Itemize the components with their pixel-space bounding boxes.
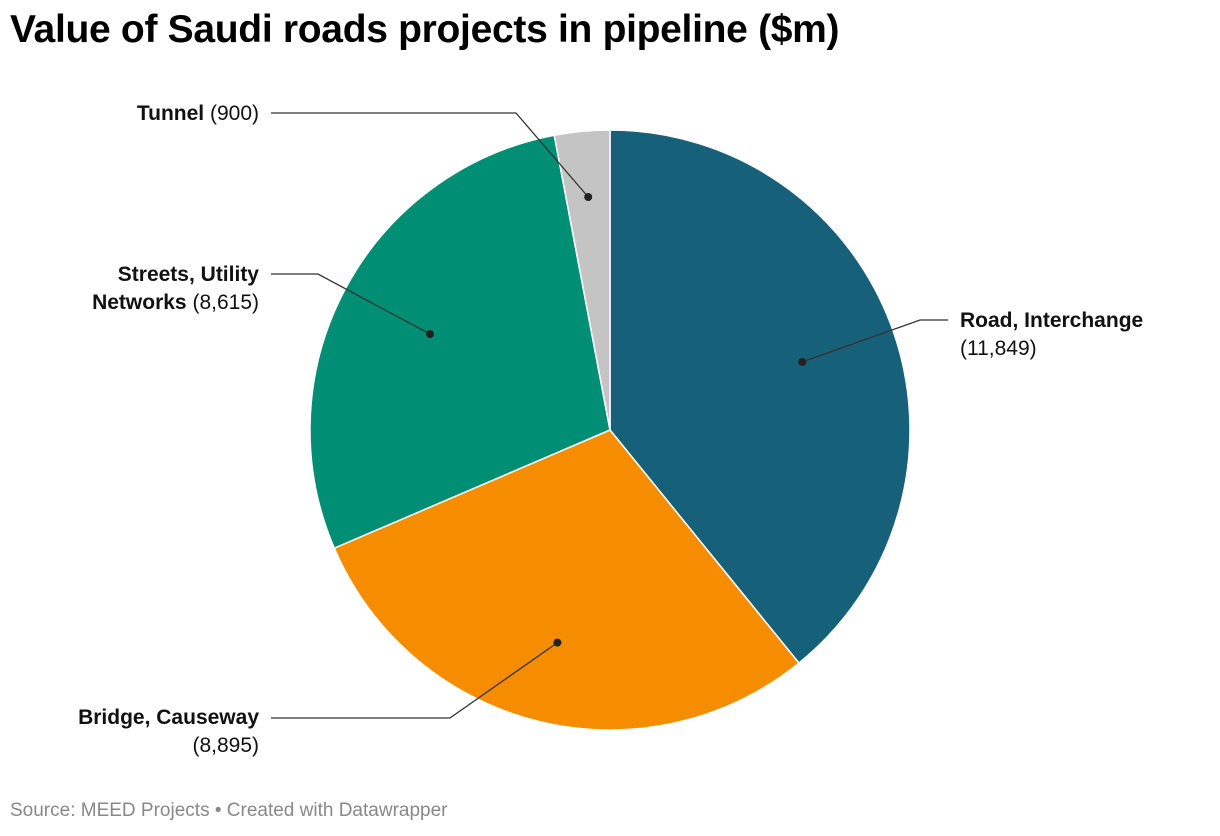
chart-title: Value of Saudi roads projects in pipelin…	[10, 8, 840, 51]
slice-bridge-causeway-leader-dot	[553, 638, 562, 647]
slice-tunnel	[553, 129, 611, 431]
slice-streets-utility-networks-leader-dot	[426, 330, 434, 339]
slice-tunnel-leader-line	[271, 112, 589, 198]
slice-streets-utility-networks-leader-line	[271, 273, 431, 335]
slice-label-road-interchange: Road, Interchange (11,849)	[960, 309, 1144, 360]
slice-bridge-causeway-leader-line	[271, 642, 558, 719]
slice-label-streets-utility-networks: Streets, Utility Networks (8,615)	[92, 263, 259, 314]
source-note: Source: MEED Projects • Created with Dat…	[10, 800, 448, 821]
slice-label-bridge-causeway: Bridge, Causeway (8,895)	[78, 706, 259, 757]
slice-road-interchange-leader-dot	[798, 357, 807, 366]
slice-tunnel-leader-dot	[584, 193, 593, 201]
slice-bridge-causeway	[333, 429, 800, 731]
slice-label-tunnel: Tunnel (900)	[136, 102, 259, 125]
slice-road-interchange-leader-line	[802, 319, 948, 363]
